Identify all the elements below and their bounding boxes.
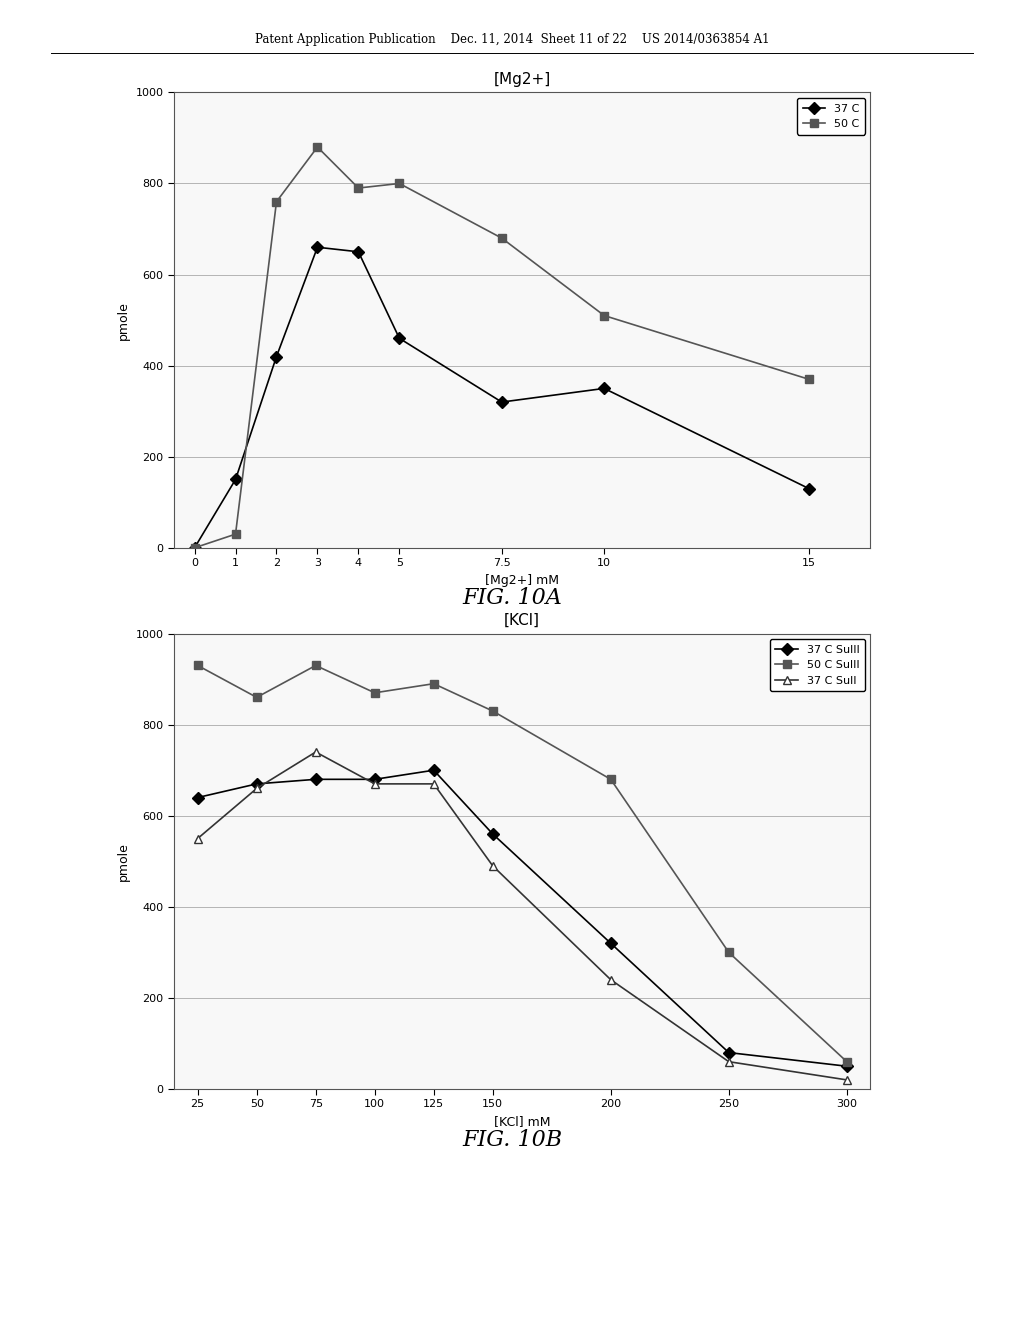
50 C xyxy=(311,139,324,154)
Line: 37 C SulII: 37 C SulII xyxy=(194,766,851,1071)
37 C SulII xyxy=(309,771,322,787)
37 C SulII xyxy=(604,936,616,952)
50 C SulII xyxy=(309,657,322,673)
37 C xyxy=(188,540,201,556)
Line: 50 C: 50 C xyxy=(190,143,813,552)
Title: [Mg2+]: [Mg2+] xyxy=(494,73,551,87)
50 C SulII xyxy=(251,689,263,705)
37 C xyxy=(598,380,610,396)
Text: Patent Application Publication    Dec. 11, 2014  Sheet 11 of 22    US 2014/03638: Patent Application Publication Dec. 11, … xyxy=(255,33,769,46)
Text: FIG. 10B: FIG. 10B xyxy=(462,1129,562,1151)
37 C SulI xyxy=(251,780,263,796)
Title: [KCl]: [KCl] xyxy=(504,614,541,628)
37 C SulI xyxy=(309,744,322,760)
37 C xyxy=(311,239,324,255)
50 C SulII xyxy=(428,676,440,692)
Line: 37 C SulI: 37 C SulI xyxy=(194,748,851,1084)
50 C SulII xyxy=(604,771,616,787)
Line: 50 C SulII: 50 C SulII xyxy=(194,661,851,1065)
37 C xyxy=(352,244,365,260)
37 C xyxy=(496,395,508,411)
37 C SulII xyxy=(723,1044,735,1060)
37 C xyxy=(270,348,283,364)
50 C SulII xyxy=(486,704,499,719)
50 C xyxy=(496,230,508,246)
50 C xyxy=(352,180,365,195)
Text: FIG. 10A: FIG. 10A xyxy=(462,587,562,610)
X-axis label: [Mg2+] mM: [Mg2+] mM xyxy=(485,574,559,587)
37 C SulII xyxy=(841,1059,853,1074)
37 C SulI xyxy=(191,830,204,846)
37 C SulII xyxy=(251,776,263,792)
50 C SulII xyxy=(191,657,204,673)
37 C xyxy=(803,480,815,496)
Legend: 37 C SulII, 50 C SulII, 37 C SulI: 37 C SulII, 50 C SulII, 37 C SulI xyxy=(770,639,865,692)
Legend: 37 C, 50 C: 37 C, 50 C xyxy=(798,98,865,135)
X-axis label: [KCl] mM: [KCl] mM xyxy=(494,1115,551,1129)
37 C SulI xyxy=(841,1072,853,1088)
37 C SulI xyxy=(369,776,381,792)
50 C xyxy=(188,540,201,556)
50 C xyxy=(393,176,406,191)
50 C SulII xyxy=(369,685,381,701)
37 C SulII xyxy=(428,763,440,779)
50 C SulII xyxy=(841,1053,853,1069)
50 C xyxy=(803,371,815,387)
50 C xyxy=(229,527,242,543)
37 C SulI xyxy=(604,972,616,987)
37 C SulI xyxy=(486,858,499,874)
37 C SulII xyxy=(369,771,381,787)
Y-axis label: pmole: pmole xyxy=(117,842,130,880)
50 C xyxy=(598,308,610,323)
37 C SulI xyxy=(723,1053,735,1069)
50 C xyxy=(270,194,283,210)
37 C SulII xyxy=(191,789,204,805)
37 C xyxy=(393,330,406,346)
Y-axis label: pmole: pmole xyxy=(117,301,130,339)
Line: 37 C: 37 C xyxy=(190,243,813,552)
37 C SulI xyxy=(428,776,440,792)
50 C SulII xyxy=(723,945,735,961)
37 C SulII xyxy=(486,826,499,842)
37 C xyxy=(229,471,242,487)
